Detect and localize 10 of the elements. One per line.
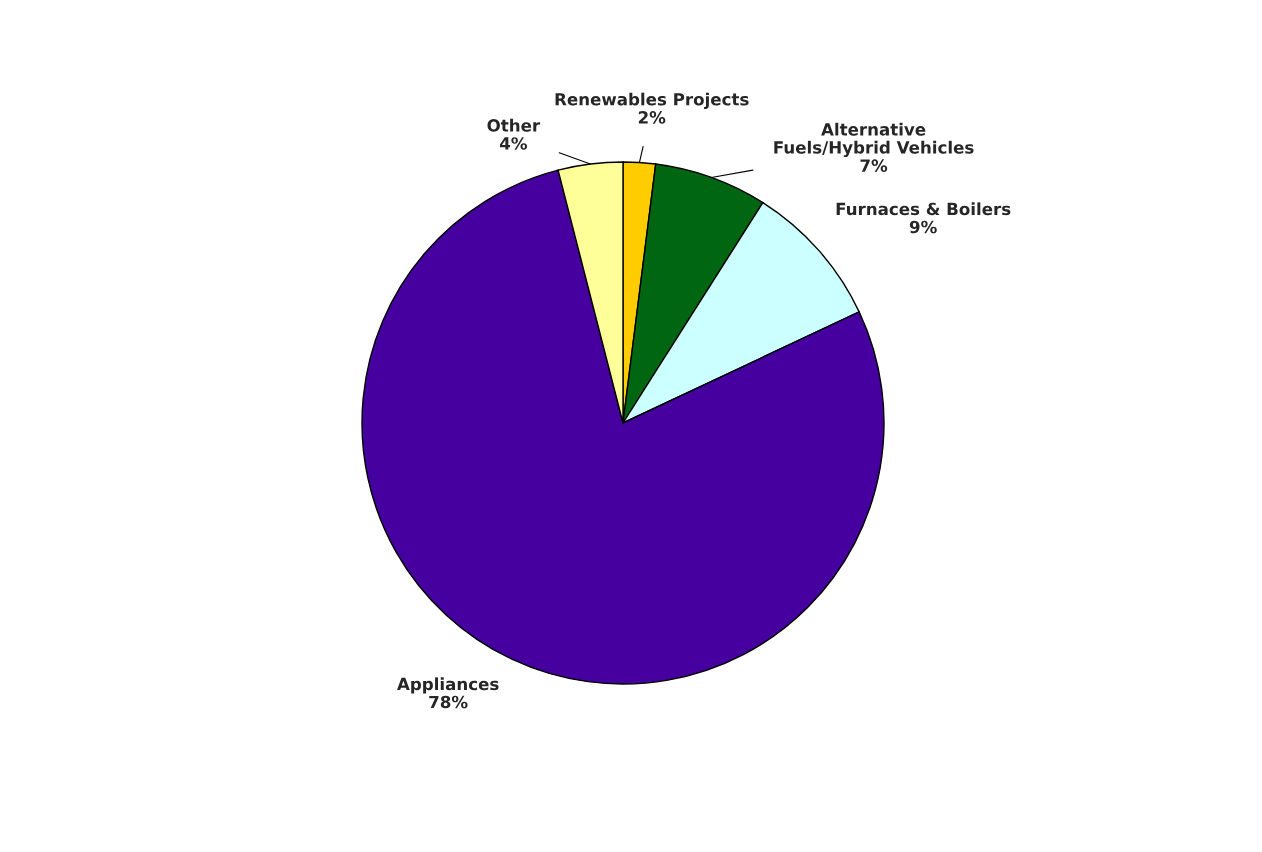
slice-label: Appliances — [397, 677, 499, 694]
slice-label: Renewables Projects — [555, 92, 749, 109]
data-label: 78% — [429, 695, 468, 709]
slice-label: Alternative Fuels/Hybrid Vehicles — [774, 122, 974, 158]
data-label: 7% — [860, 159, 888, 172]
slice-label: Other — [487, 118, 541, 132]
slice-label: Furnaces & Boilers — [836, 202, 1011, 216]
data-label: 9% — [909, 220, 937, 234]
data-label: 2% — [638, 111, 666, 124]
data-label: 4% — [499, 137, 527, 150]
